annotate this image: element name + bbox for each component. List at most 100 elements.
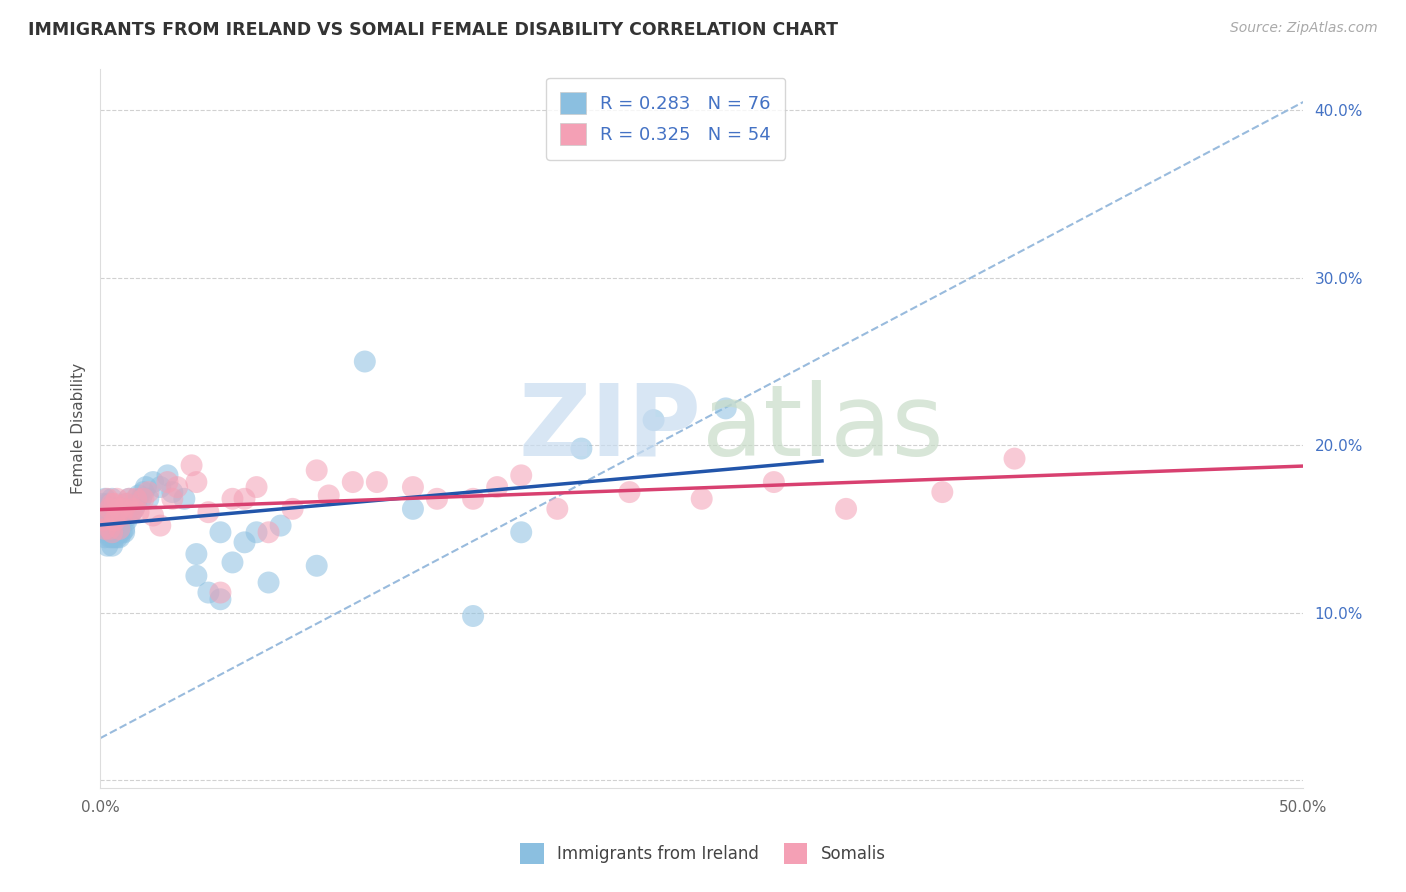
Point bbox=[342, 475, 364, 489]
Point bbox=[98, 505, 121, 519]
Point bbox=[103, 522, 125, 536]
Point bbox=[101, 525, 124, 540]
Point bbox=[120, 505, 142, 519]
Point bbox=[101, 508, 124, 523]
Point bbox=[510, 525, 533, 540]
Point bbox=[156, 475, 179, 489]
Point bbox=[103, 497, 125, 511]
Point bbox=[103, 514, 125, 528]
Point bbox=[98, 522, 121, 536]
Point bbox=[619, 485, 641, 500]
Point bbox=[690, 491, 713, 506]
Point bbox=[128, 488, 150, 502]
Point bbox=[91, 514, 114, 528]
Point bbox=[197, 585, 219, 599]
Point bbox=[101, 539, 124, 553]
Point bbox=[98, 508, 121, 523]
Point bbox=[108, 522, 131, 536]
Point bbox=[105, 508, 128, 523]
Point bbox=[209, 525, 232, 540]
Y-axis label: Female Disability: Female Disability bbox=[72, 363, 86, 494]
Point bbox=[510, 468, 533, 483]
Point bbox=[486, 480, 509, 494]
Point bbox=[245, 525, 267, 540]
Point bbox=[112, 501, 135, 516]
Point bbox=[166, 480, 188, 494]
Point bbox=[111, 514, 134, 528]
Point bbox=[96, 491, 118, 506]
Point bbox=[402, 501, 425, 516]
Point bbox=[461, 491, 484, 506]
Point bbox=[108, 530, 131, 544]
Point bbox=[125, 497, 148, 511]
Point bbox=[96, 539, 118, 553]
Point bbox=[118, 508, 141, 523]
Point bbox=[162, 485, 184, 500]
Point bbox=[643, 413, 665, 427]
Point bbox=[101, 497, 124, 511]
Point bbox=[96, 525, 118, 540]
Point bbox=[173, 491, 195, 506]
Point bbox=[91, 514, 114, 528]
Point bbox=[111, 505, 134, 519]
Point bbox=[714, 401, 737, 416]
Point bbox=[94, 491, 117, 506]
Point bbox=[257, 525, 280, 540]
Point bbox=[835, 501, 858, 516]
Point bbox=[108, 501, 131, 516]
Point bbox=[353, 354, 375, 368]
Point bbox=[103, 501, 125, 516]
Point bbox=[162, 491, 184, 506]
Point bbox=[426, 491, 449, 506]
Point bbox=[118, 491, 141, 506]
Point bbox=[98, 530, 121, 544]
Point bbox=[122, 501, 145, 516]
Point bbox=[149, 518, 172, 533]
Point bbox=[94, 514, 117, 528]
Point bbox=[108, 514, 131, 528]
Point bbox=[105, 525, 128, 540]
Point bbox=[120, 505, 142, 519]
Point bbox=[571, 442, 593, 456]
Legend: R = 0.283   N = 76, R = 0.325   N = 54: R = 0.283 N = 76, R = 0.325 N = 54 bbox=[546, 78, 786, 160]
Point bbox=[136, 485, 159, 500]
Point bbox=[115, 497, 138, 511]
Point bbox=[132, 491, 155, 506]
Point bbox=[156, 468, 179, 483]
Point bbox=[112, 501, 135, 516]
Point bbox=[115, 497, 138, 511]
Point bbox=[96, 508, 118, 523]
Point bbox=[186, 547, 208, 561]
Point bbox=[461, 609, 484, 624]
Point bbox=[270, 518, 292, 533]
Point bbox=[1004, 451, 1026, 466]
Point bbox=[98, 501, 121, 516]
Legend: Immigrants from Ireland, Somalis: Immigrants from Ireland, Somalis bbox=[513, 837, 893, 871]
Point bbox=[115, 514, 138, 528]
Point bbox=[305, 558, 328, 573]
Point bbox=[931, 485, 953, 500]
Point bbox=[281, 501, 304, 516]
Point bbox=[94, 522, 117, 536]
Point bbox=[221, 556, 243, 570]
Point bbox=[135, 480, 157, 494]
Point bbox=[101, 491, 124, 506]
Text: Source: ZipAtlas.com: Source: ZipAtlas.com bbox=[1230, 21, 1378, 36]
Point bbox=[142, 475, 165, 489]
Point bbox=[98, 514, 121, 528]
Point bbox=[111, 508, 134, 523]
Point bbox=[96, 505, 118, 519]
Point bbox=[112, 522, 135, 536]
Point bbox=[103, 530, 125, 544]
Point bbox=[318, 488, 340, 502]
Point bbox=[149, 480, 172, 494]
Point bbox=[129, 491, 152, 506]
Point bbox=[96, 497, 118, 511]
Point bbox=[186, 475, 208, 489]
Text: IMMIGRANTS FROM IRELAND VS SOMALI FEMALE DISABILITY CORRELATION CHART: IMMIGRANTS FROM IRELAND VS SOMALI FEMALE… bbox=[28, 21, 838, 39]
Text: ZIP: ZIP bbox=[519, 380, 702, 477]
Point bbox=[128, 505, 150, 519]
Point bbox=[122, 501, 145, 516]
Point bbox=[118, 491, 141, 506]
Point bbox=[94, 508, 117, 523]
